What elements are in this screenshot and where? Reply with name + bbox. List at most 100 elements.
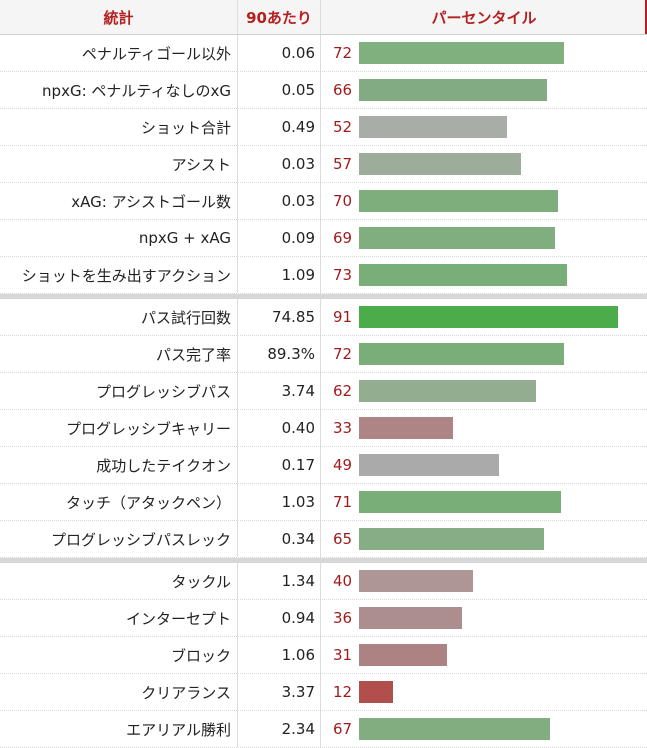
- percentile-cell: 91: [321, 299, 647, 335]
- group-separator: [0, 294, 647, 299]
- header-edge: [645, 0, 647, 34]
- header-per90[interactable]: 90あたり: [238, 0, 321, 34]
- percentile-bar-track: [359, 570, 623, 592]
- stat-label: プログレッシブパス: [0, 373, 238, 409]
- table-row: ショット合計 0.49 52: [0, 109, 647, 146]
- percentile-bar: [359, 190, 558, 212]
- header-percentile[interactable]: パーセンタイル: [431, 8, 537, 27]
- table-row: プログレッシブキャリー 0.40 33: [0, 410, 647, 447]
- percentile-bar: [359, 607, 462, 629]
- table-row: パス試行回数 74.85 91: [0, 299, 647, 336]
- percentile-bar-track: [359, 153, 623, 175]
- table-row: プログレッシブパスレック 0.34 65: [0, 521, 647, 558]
- per90-value: 0.03: [238, 183, 321, 219]
- percentile-bar: [359, 343, 564, 365]
- per90-value: 1.03: [238, 484, 321, 520]
- per90-value: 0.09: [238, 220, 321, 256]
- table-row: パス完了率 89.3% 72: [0, 336, 647, 373]
- percentile-bar: [359, 79, 547, 101]
- per90-value: 0.49: [238, 109, 321, 145]
- table-row: タッチ（アタックペン） 1.03 71: [0, 484, 647, 521]
- percentile-value: 72: [333, 345, 353, 363]
- percentile-bar-track: [359, 190, 623, 212]
- percentile-value: 52: [333, 118, 353, 136]
- percentile-cell: 57: [321, 146, 647, 182]
- percentile-bar: [359, 644, 447, 666]
- table-row: 成功したテイクオン 0.17 49: [0, 447, 647, 484]
- per90-value: 3.74: [238, 373, 321, 409]
- percentile-bar: [359, 570, 473, 592]
- percentile-cell: 66: [321, 72, 647, 108]
- per90-value: 0.05: [238, 72, 321, 108]
- percentile-value: 62: [333, 382, 353, 400]
- header-stat[interactable]: 統計: [0, 0, 238, 34]
- stat-label: タッチ（アタックペン）: [0, 484, 238, 520]
- percentile-bar: [359, 116, 507, 138]
- percentile-bar-track: [359, 264, 623, 286]
- percentile-bar: [359, 417, 453, 439]
- percentile-value: 40: [333, 572, 353, 590]
- percentile-cell: 40: [321, 563, 647, 599]
- per90-value: 0.03: [238, 146, 321, 182]
- percentile-value: 69: [333, 229, 353, 247]
- percentile-cell: 71: [321, 484, 647, 520]
- percentile-bar-track: [359, 42, 623, 64]
- per90-value: 0.06: [238, 35, 321, 71]
- percentile-bar: [359, 528, 544, 550]
- table-row: npxG + xAG 0.09 69: [0, 220, 647, 257]
- percentile-value: 66: [333, 81, 353, 99]
- percentile-value: 91: [333, 308, 353, 326]
- stat-label: タックル: [0, 563, 238, 599]
- stat-label: ペナルティゴール以外: [0, 35, 238, 71]
- percentile-bar-track: [359, 380, 623, 402]
- percentile-bar: [359, 681, 393, 703]
- table-row: xAG: アシストゴール数 0.03 70: [0, 183, 647, 220]
- percentile-value: 33: [333, 419, 353, 437]
- percentile-cell: 72: [321, 35, 647, 71]
- percentile-bar: [359, 264, 567, 286]
- table-row: エアリアル勝利 2.34 67: [0, 711, 647, 748]
- per90-value: 0.40: [238, 410, 321, 446]
- percentile-bar-track: [359, 454, 623, 476]
- percentile-bar-track: [359, 681, 623, 703]
- stat-label: エアリアル勝利: [0, 711, 238, 747]
- percentile-value: 12: [333, 683, 353, 701]
- percentile-bar: [359, 227, 555, 249]
- percentile-value: 67: [333, 720, 353, 738]
- percentile-cell: 70: [321, 183, 647, 219]
- percentile-bar: [359, 306, 618, 328]
- stat-label: ショット合計: [0, 109, 238, 145]
- stat-label: プログレッシブパスレック: [0, 521, 238, 557]
- per90-value: 74.85: [238, 299, 321, 335]
- percentile-cell: 67: [321, 711, 647, 747]
- percentile-cell: 73: [321, 257, 647, 293]
- stat-label: npxG: ペナルティなしのxG: [0, 72, 238, 108]
- percentile-bar: [359, 42, 564, 64]
- stat-label: ショットを生み出すアクション: [0, 257, 238, 293]
- stat-label: 成功したテイクオン: [0, 447, 238, 483]
- per90-value: 3.37: [238, 674, 321, 710]
- stat-label: パス試行回数: [0, 299, 238, 335]
- table-row: タックル 1.34 40: [0, 563, 647, 600]
- stat-label: パス完了率: [0, 336, 238, 372]
- percentile-cell: 36: [321, 600, 647, 636]
- table-row: プログレッシブパス 3.74 62: [0, 373, 647, 410]
- percentile-bar-track: [359, 607, 623, 629]
- stat-label: インターセプト: [0, 600, 238, 636]
- percentile-value: 36: [333, 609, 353, 627]
- percentile-value: 31: [333, 646, 353, 664]
- percentile-cell: 62: [321, 373, 647, 409]
- percentile-value: 70: [333, 192, 353, 210]
- percentile-bar-track: [359, 417, 623, 439]
- table-row: npxG: ペナルティなしのxG 0.05 66: [0, 72, 647, 109]
- per90-value: 89.3%: [238, 336, 321, 372]
- percentile-bar-track: [359, 306, 623, 328]
- percentile-bar-track: [359, 79, 623, 101]
- per90-value: 0.94: [238, 600, 321, 636]
- percentile-value: 72: [333, 44, 353, 62]
- percentile-bar-track: [359, 491, 623, 513]
- table-row: インターセプト 0.94 36: [0, 600, 647, 637]
- percentile-bar: [359, 454, 499, 476]
- table-row: ブロック 1.06 31: [0, 637, 647, 674]
